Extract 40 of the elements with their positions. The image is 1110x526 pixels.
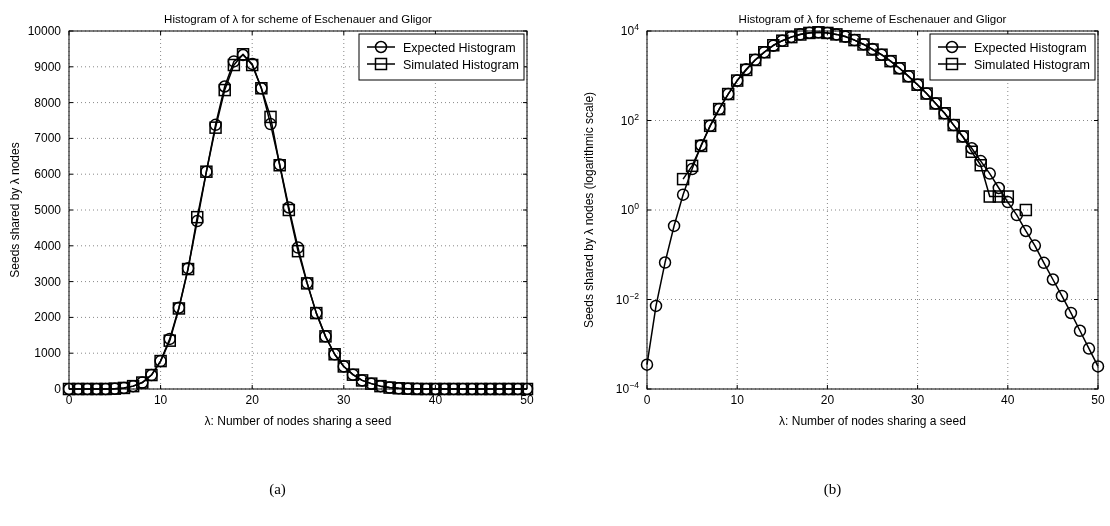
- y-tick-label: 1000: [34, 346, 62, 361]
- x-tick-label: 0: [65, 393, 73, 407]
- text: (b): [823, 481, 842, 498]
- chart-title: Histogram of λ for scheme of Eschenauer and Gligor: [738, 13, 1007, 25]
- legend-label: Simulated Histogram: [403, 57, 520, 72]
- chart-title: Histogram of λ for scheme of Eschenauer and Gligor: [164, 13, 433, 25]
- y-axis-title: Seeds shared by λ nodes (logarithmic scale): [582, 91, 596, 329]
- legend-label: Expected Histogram: [403, 40, 516, 55]
- x-axis-title: λ: Number of nodes sharing a seed: [204, 414, 392, 428]
- x-tick-label: 30: [337, 393, 351, 407]
- x-tick-label: 40: [428, 393, 443, 407]
- x-tick-label: 10: [153, 393, 168, 407]
- y-tick-label: 10000: [27, 24, 62, 38]
- y-tick-label: 5000: [34, 203, 62, 217]
- text: (a): [269, 481, 286, 498]
- y-tick-label: 4000: [34, 238, 62, 253]
- y-tick-label: 10$^{−2}$: [615, 290, 640, 307]
- x-tick-label: 0: [643, 393, 651, 407]
- y-tick-label: 10$^{−4}$: [615, 380, 640, 396]
- legend-label: Expected Histogram: [974, 40, 1087, 55]
- y-axis-title: Seeds shared by λ nodes: [8, 142, 22, 278]
- x-tick-label: 10: [730, 393, 745, 407]
- y-tick-label: 0: [54, 382, 62, 396]
- y-tick-label: 6000: [34, 167, 62, 182]
- x-axis-title: λ: Number of nodes sharing a seed: [779, 414, 966, 428]
- x-tick-label: 20: [820, 393, 835, 407]
- y-tick-label: 10$^{2}$: [620, 111, 640, 128]
- y-tick-label: 9000: [34, 59, 62, 74]
- y-tick-label: 10$^{0}$: [620, 201, 640, 217]
- x-tick-label: 50: [1091, 393, 1105, 407]
- x-tick-label: 20: [245, 393, 260, 407]
- y-tick-label: 7000: [34, 131, 62, 146]
- y-tick-label: 2000: [34, 310, 62, 325]
- y-tick-label: 10$^{4}$: [620, 22, 640, 38]
- x-tick-label: 50: [520, 393, 534, 407]
- legend-label: Simulated Histogram: [974, 57, 1091, 72]
- y-tick-label: 8000: [34, 95, 62, 110]
- x-tick-label: 40: [1001, 393, 1015, 407]
- y-tick-label: 3000: [34, 274, 62, 289]
- x-tick-label: 30: [910, 393, 925, 407]
